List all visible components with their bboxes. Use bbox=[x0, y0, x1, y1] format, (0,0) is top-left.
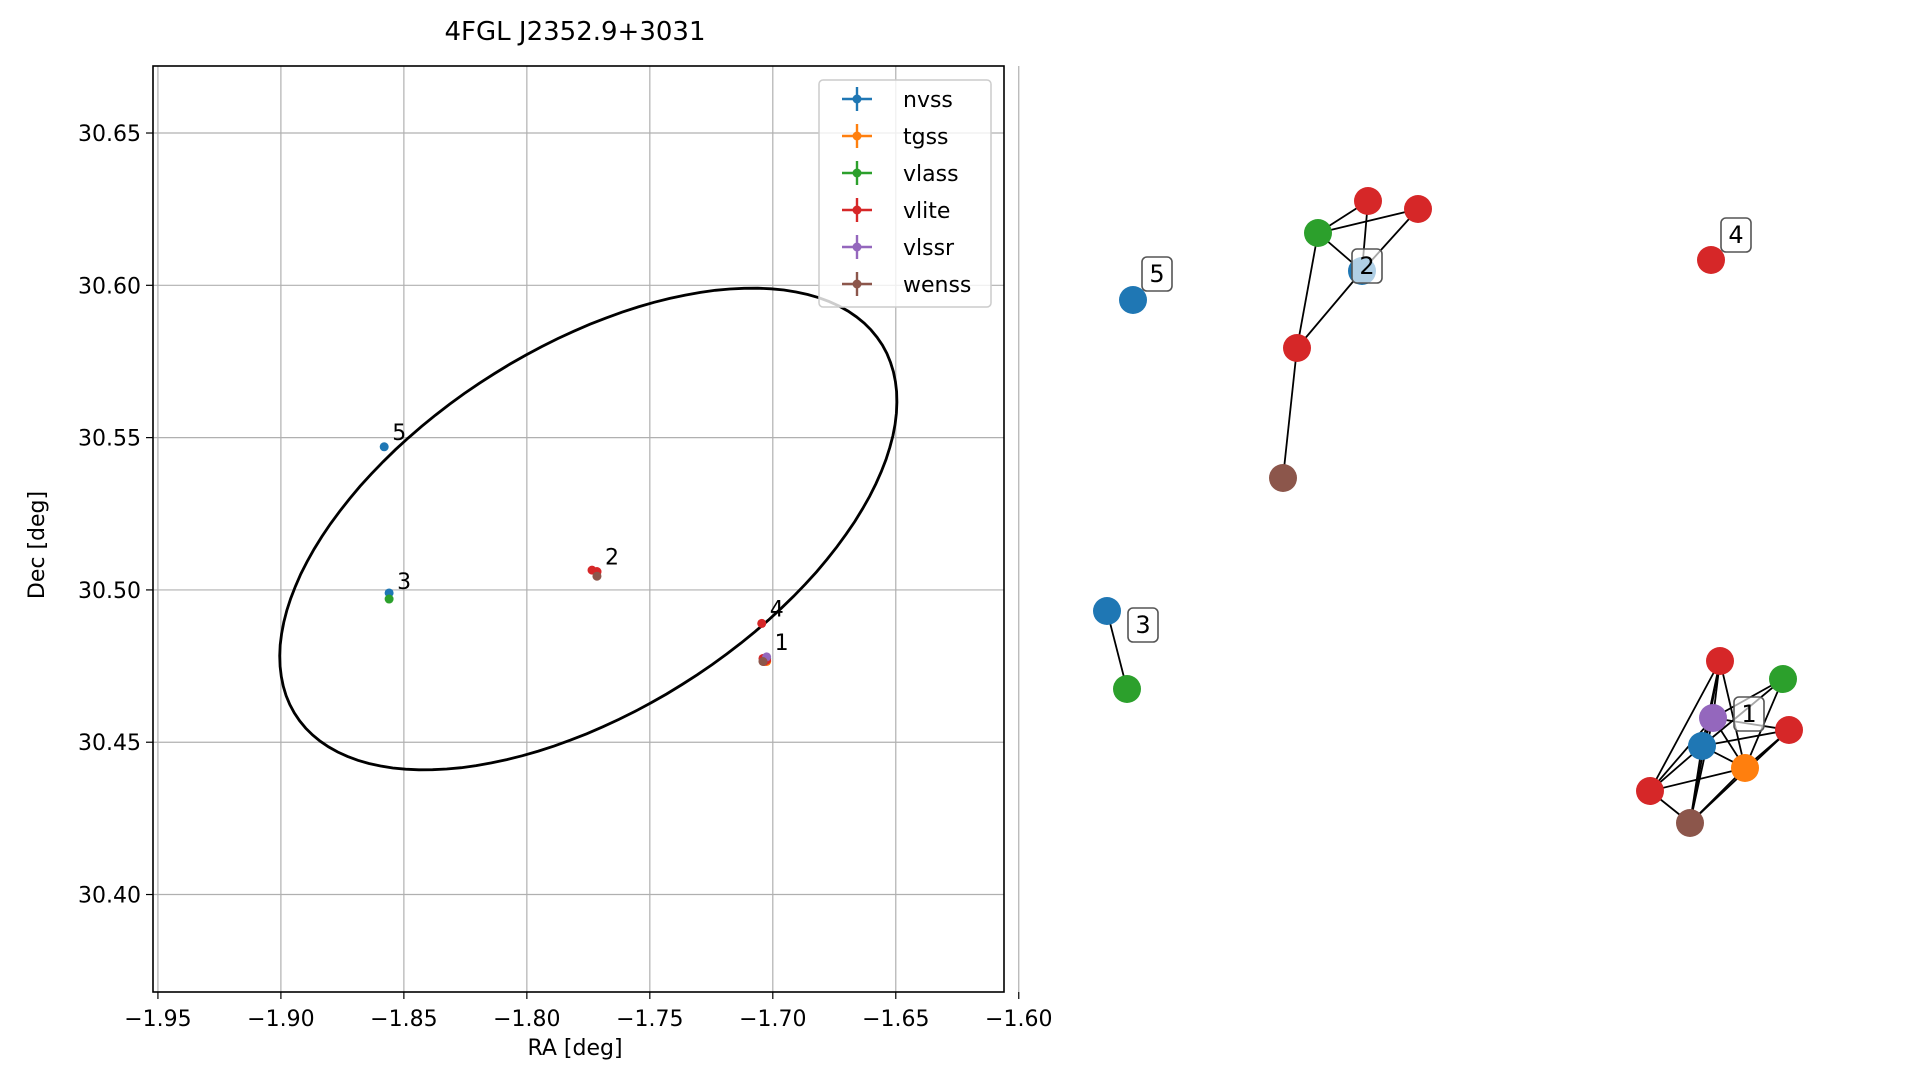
node-label: 2 bbox=[1359, 252, 1374, 280]
error-ellipse bbox=[278, 286, 899, 772]
legend-label: nvss bbox=[903, 88, 953, 113]
network-edges bbox=[1106, 200, 1790, 824]
x-tick-label: −1.90 bbox=[247, 1007, 314, 1032]
legend-marker-dot bbox=[852, 279, 862, 289]
node-label-box bbox=[1351, 248, 1383, 284]
data-point-wenss bbox=[758, 657, 768, 667]
network-node bbox=[1706, 647, 1734, 675]
x-axis-label: RA [deg] bbox=[527, 1036, 622, 1061]
network-node bbox=[1688, 732, 1716, 760]
axis-ticks: −1.95 −1.90 −1.85 −1.80 −1.75 −1.70 −1.65 −1.60… bbox=[78, 122, 1052, 1032]
network-node bbox=[1676, 809, 1704, 837]
network-node bbox=[1636, 777, 1664, 805]
y-axis-label: Dec [deg] bbox=[25, 491, 50, 599]
network-edge bbox=[1282, 347, 1298, 479]
node-label: 3 bbox=[1135, 611, 1150, 639]
network-node bbox=[1699, 704, 1727, 732]
legend-label: vlite bbox=[903, 199, 950, 224]
y-tick-label: 30.55 bbox=[78, 427, 141, 452]
network-node bbox=[1093, 597, 1121, 625]
data-point-wenss bbox=[592, 571, 602, 581]
network-edge bbox=[1649, 660, 1721, 792]
network-edge bbox=[1701, 729, 1790, 747]
node-label-box bbox=[1127, 607, 1159, 643]
y-tick-label: 30.50 bbox=[78, 579, 141, 604]
network-nodes bbox=[1093, 187, 1803, 837]
node-label: 1 bbox=[1741, 700, 1756, 728]
legend-label: wenss bbox=[903, 273, 971, 298]
y-tick-label: 30.65 bbox=[78, 122, 141, 147]
data-point-vlass bbox=[384, 594, 394, 604]
legend-marker-dot bbox=[852, 242, 862, 252]
node-label: 4 bbox=[1728, 221, 1743, 249]
network-edge bbox=[1317, 208, 1419, 234]
network-edge bbox=[1296, 270, 1363, 349]
network-node bbox=[1119, 286, 1147, 314]
chart-title: 4FGL J2352.9+3031 bbox=[445, 17, 706, 47]
y-tick-label: 30.60 bbox=[78, 274, 141, 299]
network-edge bbox=[1649, 717, 1714, 792]
node-label-box bbox=[1733, 696, 1765, 732]
node-label: 5 bbox=[1149, 260, 1164, 288]
point-annotation: 3 bbox=[397, 570, 411, 595]
y-tick-label: 30.40 bbox=[78, 884, 141, 909]
point-annotations: 1 2 3 4 5 bbox=[392, 421, 788, 656]
network-edge bbox=[1296, 232, 1319, 349]
x-tick-label: −1.85 bbox=[370, 1007, 437, 1032]
legend-marker-dot bbox=[852, 205, 862, 215]
network-node bbox=[1775, 716, 1803, 744]
network-node bbox=[1283, 334, 1311, 362]
x-tick-label: −1.65 bbox=[862, 1007, 929, 1032]
node-label-box bbox=[1720, 217, 1752, 253]
x-tick-label: −1.95 bbox=[124, 1007, 191, 1032]
network-edge bbox=[1719, 660, 1746, 769]
plot-area-frame bbox=[152, 65, 1005, 993]
network-node bbox=[1304, 219, 1332, 247]
error-ellipse-path bbox=[278, 286, 899, 772]
data-points bbox=[379, 442, 772, 667]
point-annotation: 5 bbox=[392, 421, 406, 446]
x-tick-label: −1.80 bbox=[493, 1007, 560, 1032]
point-annotation: 4 bbox=[770, 597, 784, 622]
legend-marker-dot bbox=[852, 94, 862, 104]
data-point-nvss bbox=[379, 442, 389, 452]
point-annotation: 2 bbox=[605, 546, 619, 571]
network-node-labels: 1 2 3 4 5 bbox=[1127, 217, 1765, 732]
legend-marker-dot bbox=[852, 168, 862, 178]
network-node bbox=[1404, 195, 1432, 223]
legend-label: tgss bbox=[903, 125, 949, 150]
legend-marker-dot bbox=[852, 131, 862, 141]
point-annotation: 1 bbox=[775, 631, 789, 656]
network-node bbox=[1113, 675, 1141, 703]
network-node bbox=[1354, 187, 1382, 215]
network-node bbox=[1269, 464, 1297, 492]
y-tick-label: 30.45 bbox=[78, 731, 141, 756]
x-tick-label: −1.60 bbox=[985, 1007, 1052, 1032]
network-node bbox=[1697, 246, 1725, 274]
legend-label: vlssr bbox=[903, 236, 955, 261]
legend: nvss tgss vlass vlite vlssr wenss bbox=[818, 79, 992, 308]
network-node bbox=[1731, 754, 1759, 782]
network-node bbox=[1769, 665, 1797, 693]
data-point-vlite bbox=[757, 618, 767, 628]
legend-label: vlass bbox=[903, 162, 959, 187]
x-tick-label: −1.70 bbox=[739, 1007, 806, 1032]
x-tick-label: −1.75 bbox=[616, 1007, 683, 1032]
network-graph: 1 2 3 4 5 bbox=[1093, 187, 1803, 837]
node-label-box bbox=[1141, 256, 1173, 292]
